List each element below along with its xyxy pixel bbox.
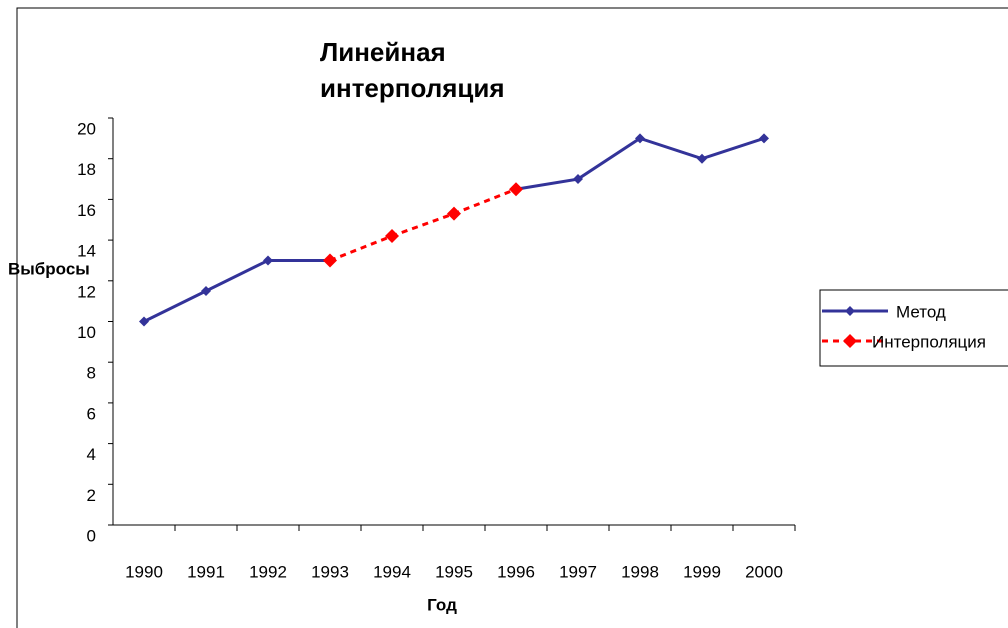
x-tick-label: 1996	[497, 562, 535, 581]
data-point	[139, 316, 149, 327]
x-tick-label: 1993	[311, 562, 349, 581]
data-point	[385, 229, 399, 244]
y-tick-label: 14	[77, 242, 96, 261]
data-point	[509, 182, 523, 197]
data-point	[759, 133, 769, 144]
y-tick-label: 16	[77, 201, 96, 220]
y-tick-label: 2	[87, 486, 96, 505]
data-point	[573, 174, 583, 185]
series-line	[329, 187, 517, 262]
y-axis-label: Выбросы	[8, 259, 90, 278]
y-tick-label: 18	[77, 160, 96, 179]
chart-border	[16, 7, 1008, 628]
data-point	[263, 255, 273, 266]
x-tick-label: 1992	[249, 562, 287, 581]
x-tick-label: 1997	[559, 562, 597, 581]
x-tick-label: 1994	[373, 562, 411, 581]
x-tick-label: 1990	[125, 562, 163, 581]
x-tick-label: 1991	[187, 562, 225, 581]
x-tick-label: 1998	[621, 562, 659, 581]
y-tick-label: 8	[87, 364, 96, 383]
y-tick-label: 20	[77, 119, 96, 138]
x-axis-label: Год	[427, 595, 457, 614]
x-tick-label: 1995	[435, 562, 473, 581]
y-tick-label: 12	[77, 282, 96, 301]
data-point	[201, 285, 211, 296]
legend-marker	[843, 334, 857, 348]
series-line	[143, 136, 765, 323]
y-tick-label: 0	[87, 526, 96, 545]
legend-marker	[845, 306, 855, 316]
data-point	[635, 133, 645, 144]
y-tick-label: 10	[77, 323, 96, 342]
data-point	[697, 153, 707, 164]
legend-box	[819, 289, 1008, 367]
x-tick-label: 1999	[683, 562, 721, 581]
data-point	[323, 253, 337, 268]
legend-label: Метод	[896, 302, 946, 321]
data-point	[447, 206, 461, 221]
chart-title: Линейная интерполяция	[320, 37, 505, 103]
x-tick-label: 2000	[745, 562, 783, 581]
y-tick-label: 4	[87, 445, 96, 464]
y-tick-label: 6	[87, 404, 96, 423]
legend-label: Интерполяция	[872, 332, 986, 351]
